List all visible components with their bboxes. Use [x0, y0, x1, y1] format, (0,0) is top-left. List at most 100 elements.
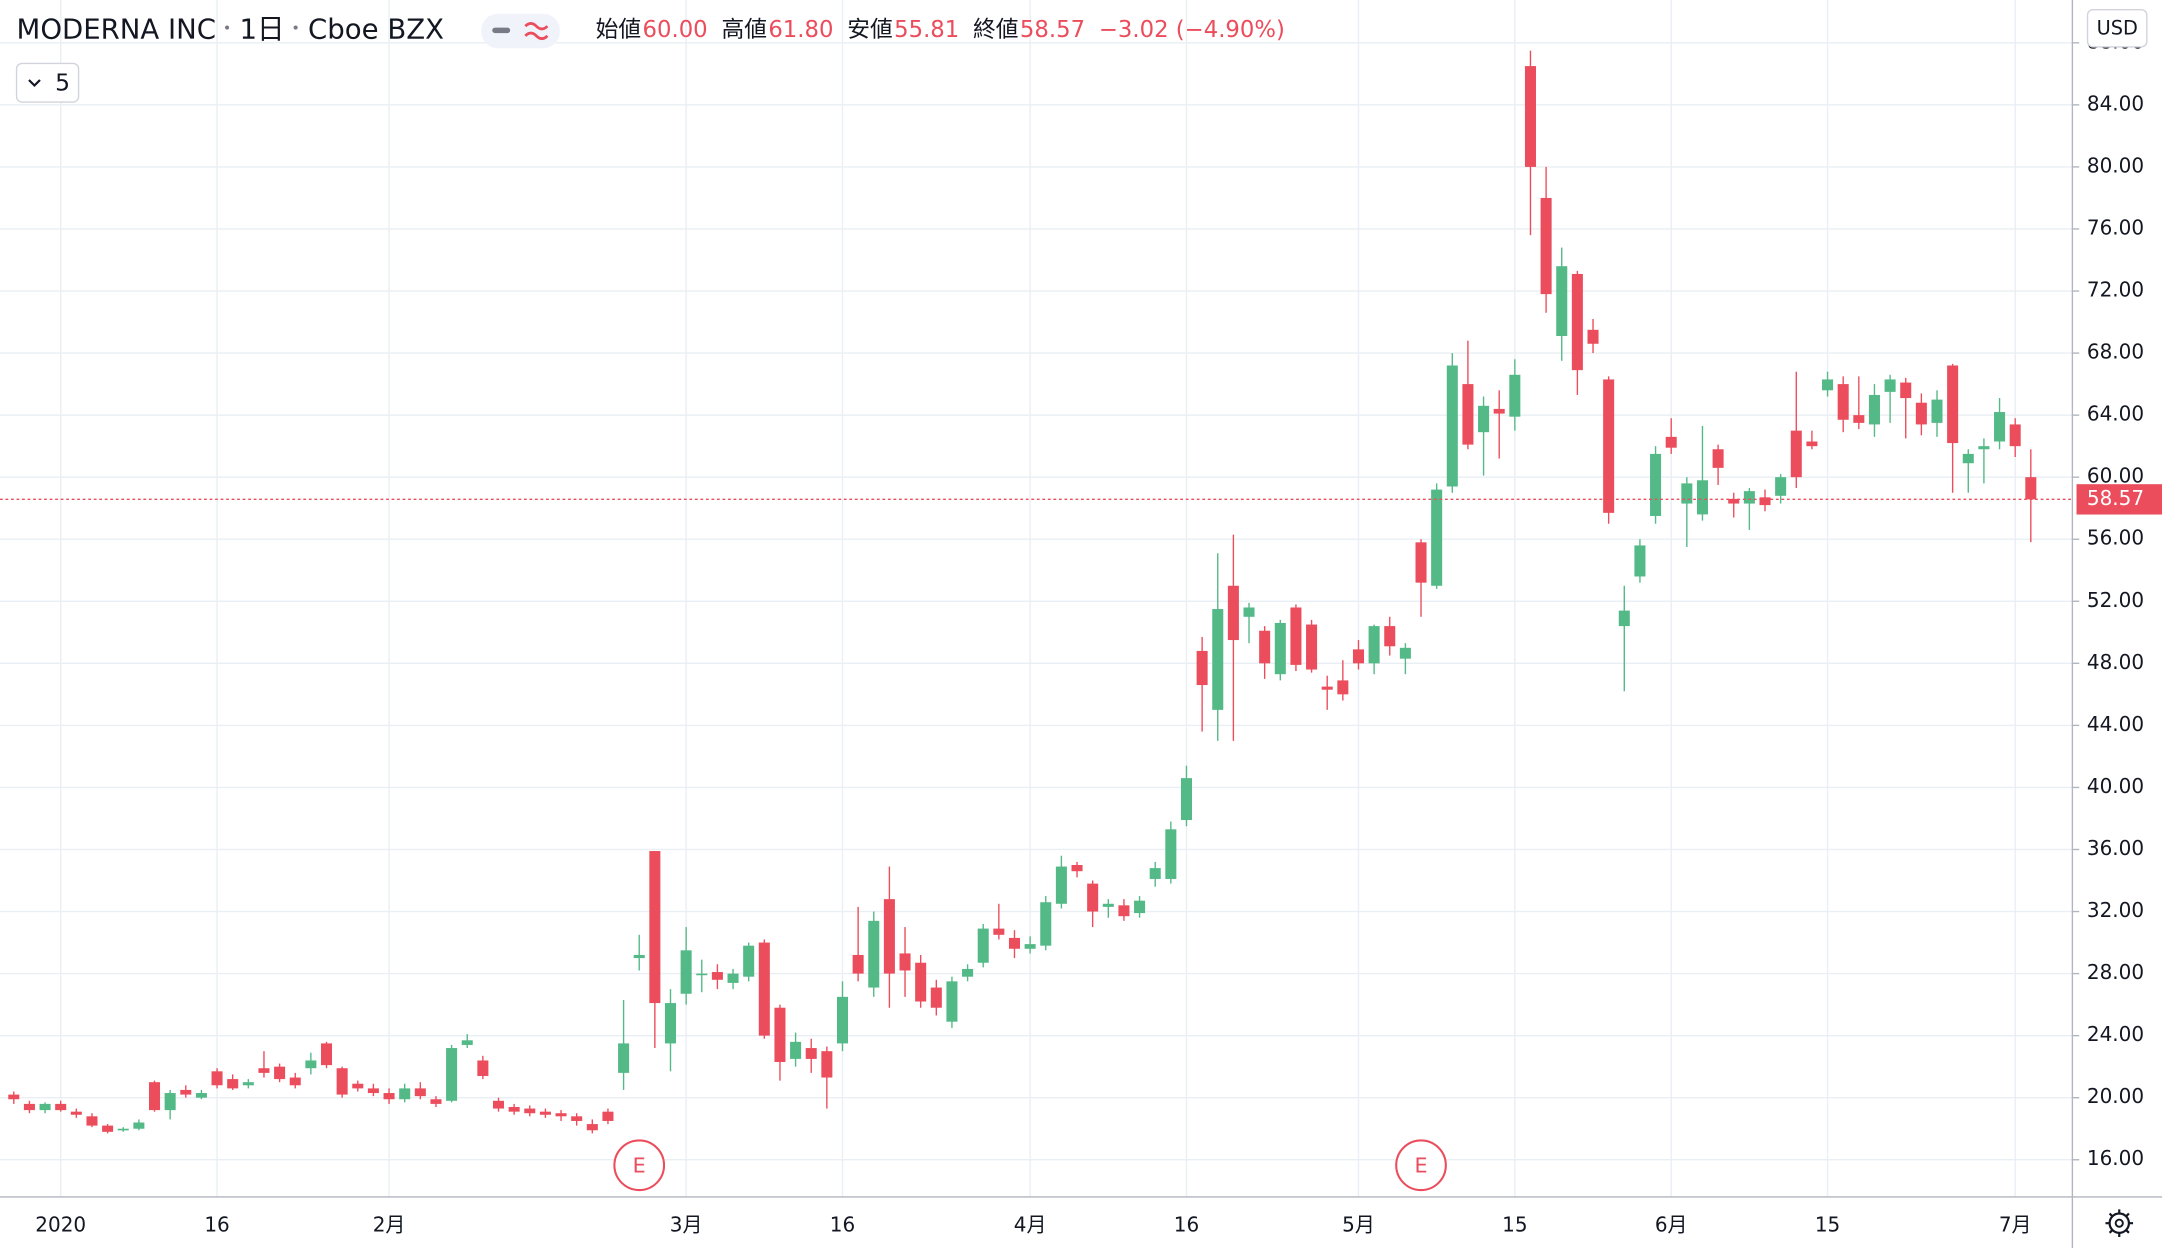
y-tick-label: 76.00 — [2087, 215, 2144, 239]
candle-body — [430, 1099, 442, 1104]
ohlc-value: 55.81 — [894, 17, 959, 43]
candle-body — [805, 1048, 817, 1059]
button-frame — [2086, 8, 2148, 48]
y-tick-label: 40.00 — [2087, 774, 2144, 798]
candle-body — [414, 1088, 426, 1097]
candle-body — [1118, 905, 1130, 917]
candle-body — [102, 1125, 114, 1132]
candle-body — [852, 954, 864, 974]
candle-body — [1931, 399, 1943, 423]
change-label: −3.02 (−4.90%) — [1099, 17, 1285, 43]
candle-body — [1134, 900, 1146, 914]
candle-body — [1040, 902, 1052, 946]
candle-body — [1149, 868, 1161, 879]
candle-body — [1321, 686, 1333, 690]
bar-setting-button[interactable]: 5 — [15, 62, 80, 103]
chevron — [28, 79, 41, 88]
button-frame — [15, 62, 80, 103]
candle-body — [1478, 405, 1490, 433]
gear-hub — [2114, 1218, 2124, 1228]
candle-body — [883, 899, 895, 974]
event-circle — [613, 1139, 666, 1192]
candle-body — [899, 953, 911, 971]
candle-body — [1102, 903, 1114, 907]
candle-body — [2025, 477, 2037, 500]
candle-body — [1681, 483, 1693, 504]
earnings-event[interactable]: E — [613, 1139, 666, 1192]
candle-body — [618, 1043, 630, 1073]
currency-button[interactable]: USD — [2086, 8, 2148, 48]
candle-body — [446, 1048, 458, 1101]
candle-body — [1994, 412, 2006, 442]
candle-body — [836, 996, 849, 1044]
candle-body — [55, 1103, 67, 1111]
earnings-event[interactable]: E — [1395, 1139, 1447, 1192]
bar-setting-label: 5 — [55, 69, 70, 97]
candle-body — [1837, 384, 1849, 420]
candle-body — [86, 1116, 98, 1126]
candle-body — [336, 1068, 348, 1095]
candle-body — [227, 1079, 239, 1089]
candle-body — [258, 1068, 270, 1073]
x-tick-label: 15 — [1815, 1212, 1840, 1236]
candles — [0, 50, 2073, 1134]
last-price-box — [2076, 484, 2162, 515]
event-label: E — [633, 1154, 646, 1178]
indicator-pill[interactable] — [481, 13, 560, 49]
candle-body — [1978, 446, 1990, 450]
candle-body — [1556, 266, 1568, 337]
candle-body — [399, 1088, 411, 1100]
y-tick-label: 80.00 — [2087, 153, 2144, 177]
settings-icon[interactable] — [2105, 1209, 2134, 1237]
candle-body — [1290, 607, 1302, 665]
y-tick-label: 32.00 — [2087, 898, 2144, 922]
candle-body — [1274, 622, 1286, 675]
candle-body — [1540, 197, 1552, 295]
y-tick-label: 36.00 — [2087, 836, 2144, 860]
candle-body — [1415, 542, 1427, 583]
candle-body — [148, 1082, 161, 1111]
candle-body — [1446, 365, 1458, 487]
candle-body — [946, 981, 958, 1022]
candle-body — [352, 1083, 364, 1089]
candle-body — [1634, 545, 1646, 577]
candle-body — [1790, 430, 1802, 478]
separator-dot — [224, 25, 230, 30]
y-tick-label: 48.00 — [2087, 650, 2144, 674]
candle-body — [1306, 624, 1318, 670]
candle-body — [821, 1051, 833, 1078]
y-tick-label: 72.00 — [2087, 278, 2144, 302]
last-price-label: 58.57 — [2087, 486, 2144, 510]
candle-body — [1884, 379, 1896, 392]
candle-body — [1165, 829, 1177, 879]
candle-body — [1650, 453, 1662, 516]
candle-body — [993, 928, 1005, 935]
y-tick-label: 68.00 — [2087, 340, 2144, 364]
candle-body — [1712, 449, 1724, 468]
ohlc-value: 61.80 — [768, 17, 833, 43]
candle-body — [70, 1111, 82, 1115]
candle-body — [680, 950, 692, 994]
candle-body — [1962, 453, 1974, 464]
candle-body — [164, 1093, 176, 1111]
candle-body — [1399, 647, 1411, 659]
y-tick-label: 20.00 — [2087, 1084, 2144, 1108]
symbol-title: MODERNA INC — [17, 12, 216, 45]
candle-body — [1524, 66, 1536, 167]
y-tick-label: 52.00 — [2087, 588, 2144, 612]
candle-body — [1087, 883, 1099, 912]
candle-body — [915, 962, 927, 1002]
candle-body — [1759, 497, 1771, 506]
candle-body — [962, 968, 974, 977]
candle-body — [1337, 680, 1349, 695]
candle-body — [1352, 649, 1364, 664]
candle-body — [1055, 866, 1067, 904]
candle-body — [1008, 937, 1021, 949]
ohlc-label: 高値 — [721, 17, 766, 43]
candle-body — [1431, 489, 1443, 586]
pill-wave — [524, 22, 549, 40]
